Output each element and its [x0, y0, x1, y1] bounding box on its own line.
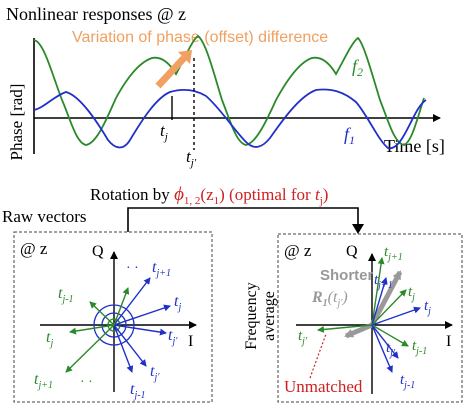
left-i-label: I: [188, 333, 193, 350]
left-at-z: @ z: [20, 239, 48, 258]
left-panel-frame: [13, 231, 213, 403]
right-avg-vec-short: [344, 322, 373, 339]
right-vec-tjp-bottom: [371, 324, 399, 359]
raw-vectors-label: Raw vectors: [2, 207, 87, 226]
f2-curve: [33, 34, 425, 146]
frequency-label: Frequency: [243, 282, 260, 350]
connector-bracket: [127, 207, 359, 232]
variation-arrow-shaft: [155, 55, 187, 89]
rotation-caption: Rotation by ϕ1, 2(z1) (optimal for tj): [90, 184, 328, 207]
phase-axis-label: Phase [rad]: [7, 84, 26, 161]
top-title: Nonlinear responses @ z: [6, 4, 186, 24]
f1-curve: [33, 88, 427, 150]
left-dots-top: · ·: [126, 261, 139, 276]
right-label-tj1-mid: tj+1: [374, 272, 393, 291]
left-label-tj-right: tj: [174, 293, 181, 313]
average-label: average: [261, 291, 278, 341]
right-vec-tj1-top: [371, 257, 385, 326]
left-label-tj1-bottom: tj+1: [34, 371, 53, 391]
right-label-tjm1-b: tj-1: [400, 372, 415, 391]
left-dots-bottom: · ·: [80, 375, 93, 390]
right-at-z: @ z: [284, 241, 312, 260]
connector-arrowhead: [352, 224, 364, 234]
left-vec-tj1-top: [113, 277, 151, 326]
left-vec-tj-right: [113, 304, 171, 326]
tj-label: tj: [160, 121, 168, 143]
left-vec-tjm1-bottom: [113, 324, 134, 373]
f2-label: f2: [352, 56, 363, 79]
right-i-label: I: [446, 333, 451, 350]
left-vec-tjm1: [89, 301, 115, 326]
left-label-tjp-right: tj': [168, 327, 178, 347]
right-vec-tj1-mid: [371, 277, 388, 326]
right-label-tjp-left: tj': [298, 328, 308, 347]
left-label-tj-left: tj: [46, 329, 53, 349]
unmatched-pointer: [309, 333, 327, 379]
left-circle-mid: [101, 312, 127, 338]
right-vec-tjm1-b: [371, 324, 393, 373]
left-circle-outer: [93, 304, 135, 346]
right-label-tj-b: tj: [424, 298, 431, 317]
right-avg-vec-up: [369, 270, 403, 327]
right-vec-tjp-left: [317, 324, 373, 333]
right-label-tj1-top: tj+1: [384, 244, 403, 263]
right-vec-tj-b: [371, 306, 421, 326]
left-vec-tjp-bottom: [113, 324, 147, 367]
left-circle-inner: [107, 318, 121, 332]
time-axis-label: Time [s]: [384, 136, 445, 156]
shorter-label: Shorter: [320, 267, 374, 284]
r-label: R1(tj'): [311, 289, 348, 309]
f1-label: f1: [344, 124, 355, 147]
left-vec-tj-left: [69, 324, 115, 335]
left-vec-tj1-bottom: [65, 324, 115, 373]
left-vec-tjp-right: [113, 324, 167, 336]
right-vec-tjm1-a: [371, 324, 409, 347]
right-label-tj-a: tj: [408, 284, 415, 303]
left-label-tj1-top: tj+1: [152, 259, 171, 279]
right-q-label: Q: [346, 243, 358, 260]
tjp-label: tj': [186, 147, 197, 169]
right-label-tjp-bottom: tj': [386, 340, 396, 359]
left-label-tjm1-bottom: tj-1: [130, 381, 146, 401]
variation-arrow-head: [178, 50, 192, 64]
left-q-label: Q: [92, 243, 104, 260]
unmatched-label: Unmatched: [284, 377, 363, 396]
left-label-tjm1: tj-1: [58, 285, 74, 305]
left-label-tjp-bottom: tj': [150, 363, 160, 383]
right-vec-tj-a: [371, 289, 407, 326]
right-label-tjm1-a: tj-1: [412, 338, 427, 357]
right-panel-frame: [277, 233, 463, 403]
left-vec-green-up: [113, 287, 130, 326]
